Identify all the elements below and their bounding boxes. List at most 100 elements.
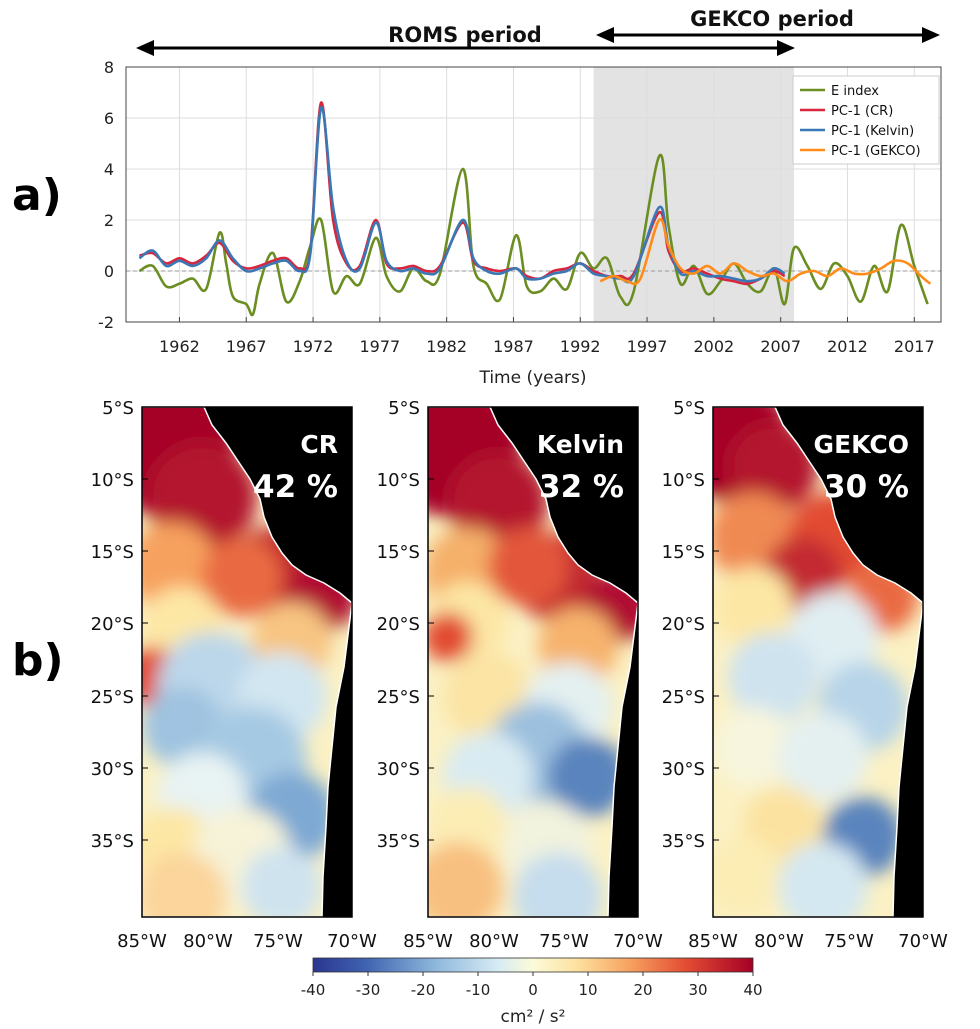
panel-a-label: a) xyxy=(12,170,62,221)
anomaly-blobs xyxy=(142,407,352,917)
x-tick-label: 1997 xyxy=(627,337,668,356)
anomaly-blob xyxy=(778,842,868,917)
colorbar-tick-label: -20 xyxy=(411,981,436,999)
map-frame xyxy=(712,406,924,918)
x-tick-label: 1987 xyxy=(493,337,534,356)
anomaly-blob xyxy=(513,852,603,917)
y-tick-label: 2 xyxy=(104,211,114,230)
anomaly-blob xyxy=(713,837,783,917)
series-line-pc-1-kelvin xyxy=(138,106,786,284)
legend-entry: E index xyxy=(831,84,879,99)
anomaly-blobs xyxy=(428,407,638,917)
time-series-chart: 1962 1967 1972 1977 1982 1987 1992 1997 2002 2007… xyxy=(98,58,942,388)
lat-tick-label: 20°S xyxy=(91,614,134,635)
colorbar-tick-label: 0 xyxy=(528,981,538,999)
x-tick-label: 1967 xyxy=(226,337,267,356)
anomaly-blob xyxy=(713,707,793,787)
lat-tick-label: 15°S xyxy=(377,542,420,563)
lon-tick-label: 70°W xyxy=(613,931,663,952)
lon-tick-label: 75°W xyxy=(253,931,303,952)
lat-tick-label: 30°S xyxy=(662,759,705,780)
anomaly-blob xyxy=(448,452,548,552)
x-tick-label: 1992 xyxy=(560,337,601,356)
anomaly-blob xyxy=(428,612,473,662)
legend-entry: PC-1 (Kelvin) xyxy=(831,124,914,139)
anomaly-blob xyxy=(728,422,818,512)
y-tick-label: 8 xyxy=(104,58,114,77)
colorbar: -40 -30 -20 -10 0 10 20 30 40 cm² / s² xyxy=(301,957,763,1027)
map-frame xyxy=(427,406,639,918)
colorbar-tick-label: 20 xyxy=(633,981,652,999)
lon-tick-label: 70°W xyxy=(327,931,377,952)
map-frame xyxy=(141,406,353,918)
y-tick-label: 6 xyxy=(104,109,114,128)
lat-tick-label: 5°S xyxy=(388,398,420,419)
map-title: Kelvin xyxy=(537,430,624,459)
colorbar-tick-label: -30 xyxy=(356,981,381,999)
lat-tick-label: 10°S xyxy=(662,470,705,491)
ocean-field xyxy=(713,407,923,917)
colorbar-tick-label: -40 xyxy=(301,981,326,999)
y-axis-ticks: -2 0 2 4 6 8 xyxy=(98,58,114,332)
lat-tick-label: 30°S xyxy=(377,759,420,780)
series-line-e-index xyxy=(138,153,929,317)
colorbar-tick-label: 30 xyxy=(688,981,707,999)
lat-tick-label: 15°S xyxy=(662,542,705,563)
x-tick-label: 2007 xyxy=(760,337,801,356)
variance-explained-label: 30 % xyxy=(824,469,909,505)
x-tick-label: 1977 xyxy=(359,337,400,356)
map-title: CR xyxy=(300,430,338,459)
eof-maps: CR 42 % 5°S 10°S 15°S 20°S 25°S 30°S 35°S 85°W 80°… xyxy=(91,398,948,952)
anomaly-blobs xyxy=(713,407,918,917)
lat-tick-label: 20°S xyxy=(377,614,420,635)
map-panel-cr: CR 42 % 5°S 10°S 15°S 20°S 25°S 30°S 35°S 85°W 80°… xyxy=(91,398,377,952)
lat-tick-label: 10°S xyxy=(377,470,420,491)
lon-tick-label: 80°W xyxy=(754,931,804,952)
map-title: GEKCO xyxy=(814,430,909,459)
gekco-period-label: GEKCO period xyxy=(690,7,854,31)
anomaly-blob xyxy=(488,527,568,607)
lon-tick-label: 75°W xyxy=(539,931,589,952)
x-tick-label: 2012 xyxy=(827,337,868,356)
lon-tick-label: 80°W xyxy=(469,931,519,952)
series-line-pc-1-gekco xyxy=(599,217,932,286)
variance-explained-label: 32 % xyxy=(539,469,624,505)
y-tick-label: 4 xyxy=(104,160,114,179)
x-tick-label: 1982 xyxy=(426,337,467,356)
lon-tick-label: 85°W xyxy=(688,931,738,952)
colorbar-gradient xyxy=(312,957,754,973)
lat-tick-label: 35°S xyxy=(91,831,134,852)
colorbar-units-label: cm² / s² xyxy=(501,1007,566,1027)
lon-tick-label: 85°W xyxy=(117,931,167,952)
legend-entry: PC-1 (GEKCO) xyxy=(831,144,921,159)
colorbar-tick-label: 10 xyxy=(578,981,597,999)
anomaly-blob xyxy=(142,852,227,917)
plot-frame xyxy=(125,66,942,323)
lat-tick-label: 20°S xyxy=(662,614,705,635)
x-tick-label: 1972 xyxy=(293,337,334,356)
series-layer xyxy=(138,101,932,317)
gekco-arrow-right-head xyxy=(922,27,940,43)
x-tick-label: 1962 xyxy=(159,337,200,356)
roms-arrow-right-head xyxy=(777,40,795,56)
period-arrows: ROMS period GEKCO period xyxy=(136,7,940,56)
anomaly-blob xyxy=(242,847,322,917)
lat-tick-label: 30°S xyxy=(91,759,134,780)
lat-tick-label: 35°S xyxy=(377,831,420,852)
anomaly-blob xyxy=(202,537,282,617)
variance-explained-label: 42 % xyxy=(253,469,338,505)
lat-tick-label: 15°S xyxy=(91,542,134,563)
anomaly-blob xyxy=(713,567,793,647)
lat-tick-label: 5°S xyxy=(102,398,134,419)
anomaly-blob xyxy=(548,737,628,817)
anomaly-blob xyxy=(728,632,818,722)
anomaly-blob xyxy=(778,712,868,802)
lat-tick-label: 10°S xyxy=(91,470,134,491)
map-panel-gekco: GEKCO 30 % 5°S 10°S 15°S 20°S 25°S 30°S 35°S 85°W… xyxy=(662,398,948,952)
legend-entry: PC-1 (CR) xyxy=(831,104,893,119)
x-axis-ticks: 1962 1967 1972 1977 1982 1987 1992 1997 2002 2007… xyxy=(159,317,935,356)
roms-arrow-left-head xyxy=(136,40,154,56)
map-panel-kelvin: Kelvin 32 % 5°S 10°S 15°S 20°S 25°S 30°S 35°S 85°… xyxy=(377,398,663,952)
x-tick-label: 2002 xyxy=(694,337,735,356)
